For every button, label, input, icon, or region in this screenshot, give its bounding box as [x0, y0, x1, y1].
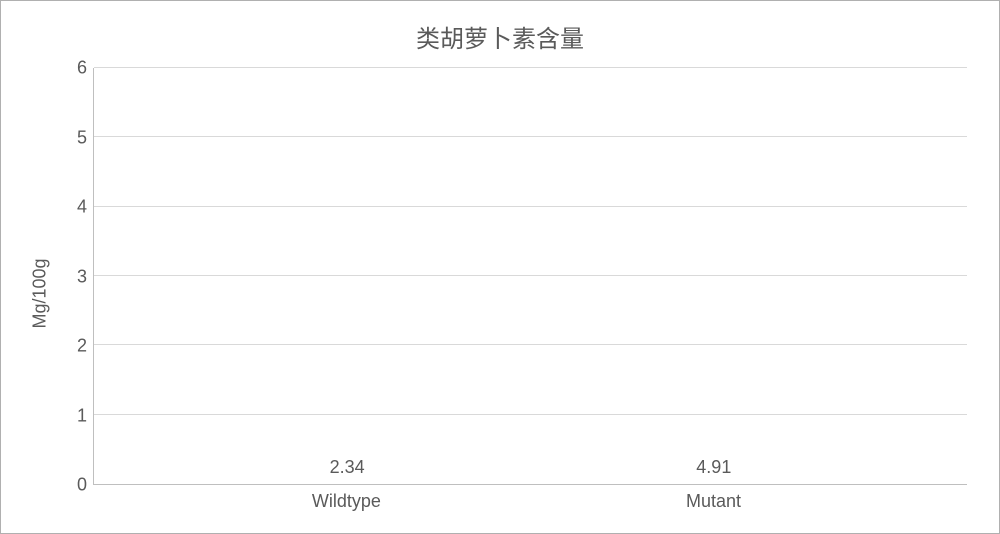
bars-group: 2.34 4.91 [94, 68, 967, 484]
y-tick: 1 [77, 405, 87, 426]
bar-value-label: 2.34 [330, 457, 365, 478]
y-tick: 6 [77, 58, 87, 79]
x-tick: Mutant [625, 485, 801, 519]
bar-wrap: 4.91 [626, 457, 802, 484]
chart-container: 类胡萝卜素含量 Mg/100g 0 1 2 3 4 5 6 2.34 4.91 Wildtyp… [0, 0, 1000, 534]
y-tick: 0 [77, 475, 87, 496]
y-tick: 4 [77, 197, 87, 218]
chart-body: Mg/100g 0123456 2.344.91 WildtypeMutant [23, 68, 967, 519]
y-axis-label: Mg/100g [23, 68, 57, 519]
y-tick: 2 [77, 336, 87, 357]
x-tick: Wildtype [258, 485, 434, 519]
bar-value-label: 4.91 [696, 457, 731, 478]
bar-wrap: 2.34 [259, 457, 435, 484]
y-axis-label-text: Mg/100g [30, 258, 51, 328]
plot-column: 2.34 4.91 Wildtype Mutant [93, 68, 967, 519]
y-axis-ticks: 0123456 [57, 68, 93, 485]
y-tick: 5 [77, 127, 87, 148]
x-axis: Wildtype Mutant [93, 485, 967, 519]
plot-area: 2.34 4.91 [93, 68, 967, 485]
y-tick: 3 [77, 266, 87, 287]
chart-title: 类胡萝卜素含量 [13, 19, 987, 54]
y-axis: 0123456 [57, 68, 93, 519]
